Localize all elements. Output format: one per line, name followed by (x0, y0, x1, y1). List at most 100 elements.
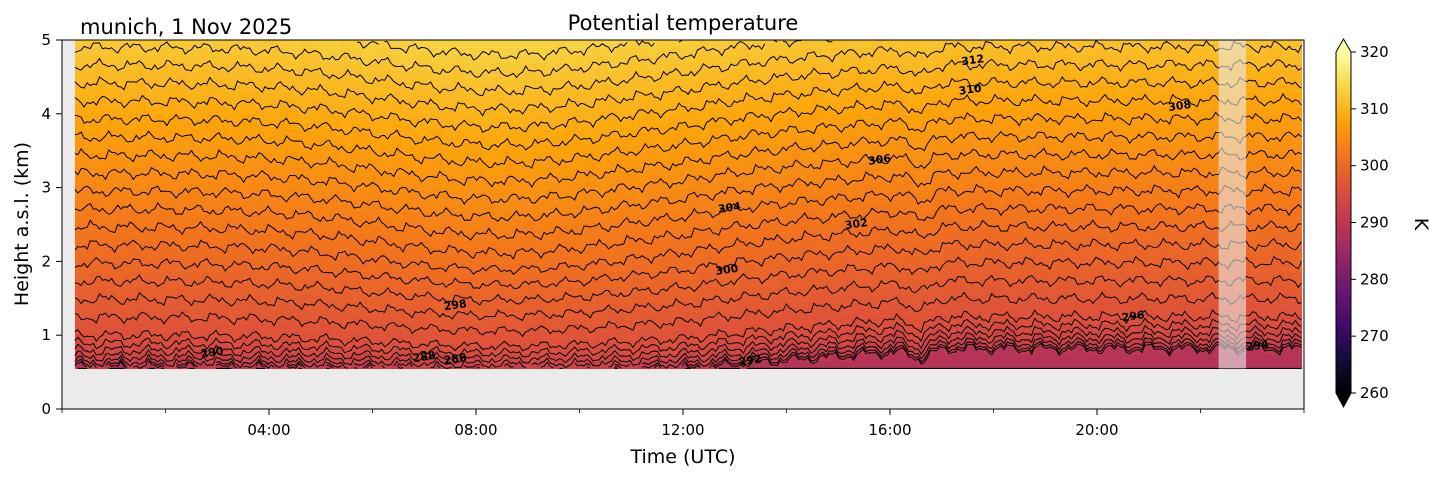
heat-cell (749, 159, 761, 168)
heat-cell (974, 196, 986, 205)
heat-cell (330, 241, 342, 250)
heat-cell (1188, 114, 1200, 123)
heat-cell (207, 137, 219, 146)
heat-cell (504, 92, 516, 101)
heat-cell (974, 204, 986, 213)
heat-cell (1045, 196, 1057, 205)
heat-cell (841, 92, 853, 101)
heat-cell (1117, 226, 1129, 235)
heat-cell (1209, 241, 1221, 250)
heat-cell (626, 47, 638, 56)
heat-cell (943, 92, 955, 101)
heat-cell (381, 166, 393, 175)
heat-cell (585, 286, 597, 295)
heat-cell (74, 129, 86, 138)
heat-cell (585, 263, 597, 272)
heat-cell (596, 189, 608, 198)
heat-cell (545, 256, 556, 265)
heat-cell (166, 338, 178, 347)
heat-cell (238, 248, 250, 258)
heat-cell (422, 286, 434, 295)
heat-cell (1025, 308, 1037, 317)
heat-cell (923, 84, 935, 93)
heat-cell (1199, 301, 1211, 310)
heat-cell (545, 353, 556, 362)
heat-cell (1097, 263, 1108, 272)
heat-cell (1005, 189, 1016, 198)
heat-cell (279, 271, 291, 280)
heat-cell (596, 331, 608, 340)
heat-cell (831, 256, 843, 265)
heat-cell (187, 353, 199, 362)
heat-cell (1199, 181, 1211, 190)
heat-cell (994, 69, 1006, 78)
heat-cell (1117, 174, 1129, 183)
heat-cell (187, 159, 199, 168)
heat-cell (197, 219, 209, 228)
heat-cell (1158, 293, 1170, 302)
heat-cell (391, 219, 403, 228)
heat-cell (1127, 159, 1139, 168)
heat-cell (463, 286, 475, 295)
heat-cell (923, 226, 935, 235)
heat-cell (913, 278, 924, 287)
heat-cell (729, 151, 740, 161)
heat-cell (851, 331, 863, 340)
heat-cell (1178, 151, 1190, 161)
heat-cell (1076, 181, 1088, 190)
heat-cell (1066, 181, 1078, 190)
heat-cell (677, 181, 689, 190)
heat-cell (729, 166, 740, 175)
heat-cell (105, 69, 117, 78)
heat-cell (780, 181, 791, 190)
heat-cell (882, 62, 894, 71)
heat-cell (545, 174, 556, 183)
heat-cell (780, 256, 791, 265)
heat-cell (902, 263, 914, 272)
heat-cell (841, 219, 853, 228)
heat-cell (166, 166, 178, 175)
heat-cell (759, 144, 771, 153)
heat-cell (933, 271, 945, 280)
heat-cell (647, 69, 659, 78)
heat-cell (984, 360, 996, 370)
heat-cell (677, 84, 689, 93)
heat-cell (381, 293, 393, 302)
heat-cell (923, 271, 935, 280)
heat-cell (575, 204, 587, 213)
heat-cell (432, 331, 444, 340)
heat-cell (769, 211, 781, 220)
heat-cell (1209, 69, 1221, 78)
heat-cell (1025, 338, 1037, 347)
heat-cell (218, 40, 229, 49)
heat-cell (1025, 122, 1037, 131)
heat-cell (105, 122, 117, 131)
heat-cell (626, 219, 638, 228)
heat-cell (289, 226, 301, 235)
heat-cell (381, 271, 393, 280)
heat-cell (1127, 248, 1139, 258)
heat-cell (207, 301, 219, 310)
heat-cell (626, 331, 638, 340)
heat-cell (514, 256, 526, 265)
heat-cell (800, 204, 812, 213)
heat-cell (626, 263, 638, 272)
heat-cell (1076, 189, 1088, 198)
heat-cell (688, 69, 699, 78)
heat-cell (85, 353, 96, 362)
heat-cell (166, 62, 178, 71)
heat-cell (933, 346, 945, 355)
heat-cell (1015, 129, 1027, 138)
heat-cell (974, 144, 986, 153)
heat-cell (340, 159, 352, 168)
heat-cell (402, 129, 413, 138)
heat-cell (1005, 301, 1016, 310)
heat-cell (1056, 69, 1067, 78)
heat-cell (851, 263, 863, 272)
heat-cell (1015, 196, 1027, 205)
heat-cell (371, 84, 383, 93)
heat-cell (85, 114, 96, 123)
heat-cell (1188, 256, 1200, 265)
heat-cell (729, 316, 740, 325)
heat-cell (1045, 338, 1057, 347)
